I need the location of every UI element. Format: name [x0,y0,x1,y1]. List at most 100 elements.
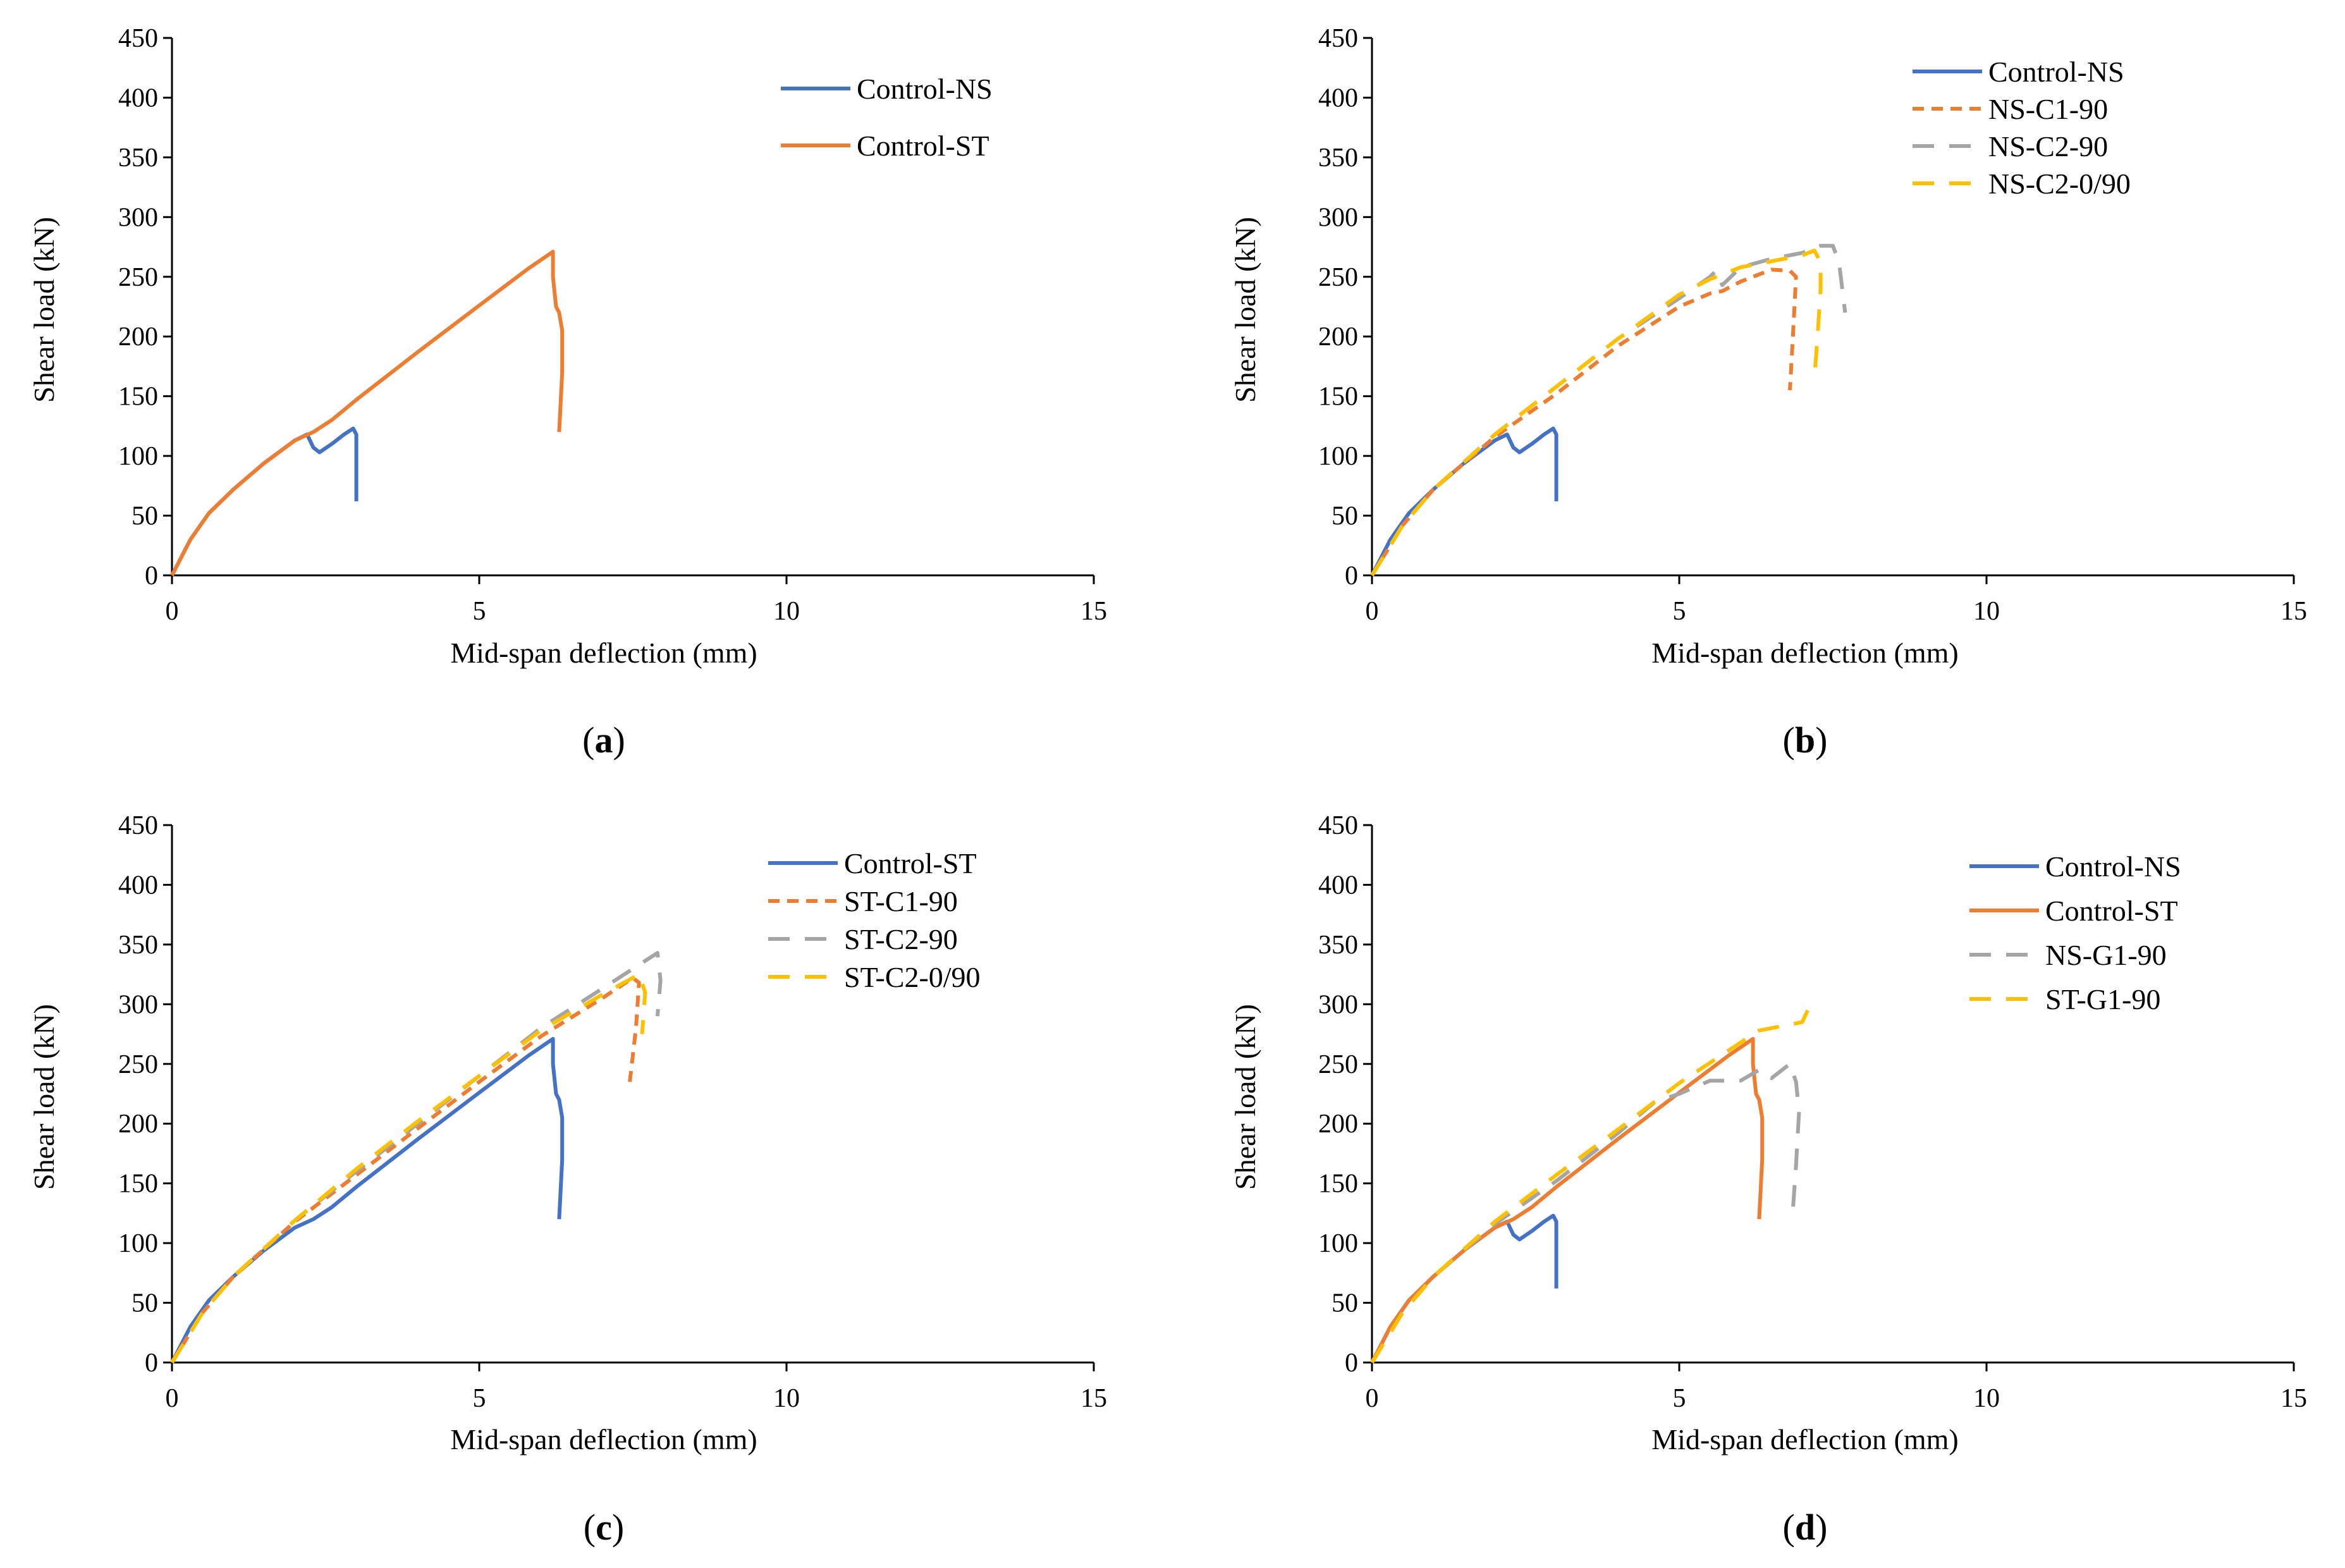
x-tick-label: 0 [1366,1384,1379,1413]
y-tick-label: 400 [118,83,158,113]
series-line-control-st [170,1037,565,1364]
panel-c-ylabel: Shear load (kN) [28,1004,60,1190]
y-tick-label: 100 [1318,442,1358,471]
x-tick-label: 5 [1673,1384,1686,1413]
y-tick-label: 300 [118,203,158,232]
y-tick-label: 250 [118,263,158,292]
legend-label: Control-ST [2045,895,2178,927]
y-tick-label: 0 [1345,1349,1358,1378]
legend-label: NS-C2-90 [1988,130,2108,162]
y-tick-label: 400 [1318,871,1358,900]
legend-label: Control-NS [1988,56,2124,88]
legend-label: Control-NS [2045,850,2181,883]
x-tick-label: 10 [773,597,800,626]
panel-a-ylabel: Shear load (kN) [28,217,60,403]
x-tick-label: 15 [2281,597,2307,626]
x-tick-label: 5 [473,1384,486,1413]
panel-d-xlabel: Mid-span deflection (mm) [1651,1423,1958,1455]
series-line-ns-g1-90 [1370,1062,1801,1364]
x-tick-label: 5 [473,597,486,626]
series-line-st-c2-90 [170,951,663,1364]
panel-b: 0 50 100 150 200 250 300 350 400 450 0 5 10 15 Contro… [1229,24,2307,761]
y-tick-label: 350 [118,931,158,960]
legend-label: ST-C1-90 [844,885,958,917]
series-line-ns-c1-90 [1370,267,1798,577]
y-tick-label: 200 [1318,1110,1358,1139]
y-tick-label: 150 [118,1170,158,1199]
x-tick-label: 10 [1973,597,2000,626]
y-tick-label: 400 [118,871,158,900]
y-tick-label: 200 [118,322,158,352]
x-tick-label: 10 [1973,1384,2000,1413]
y-tick-label: 300 [1318,203,1358,232]
x-tick-label: 0 [166,1384,179,1413]
panel-a-plot: 0 50 100 150 200 250 300 350 400 450 0 5 10 15 [118,24,1107,626]
panel-d-plot: 0 50 100 150 200 250 300 350 400 450 0 5 10 15 [1318,811,2307,1413]
y-tick-label: 350 [1318,931,1358,960]
x-tick-label: 0 [1366,597,1379,626]
legend-label: NS-C2-0/90 [1988,168,2131,200]
panel-b-caption-letter: b [1795,720,1815,761]
series-line-ns-c2-90 [1370,243,1847,577]
y-tick-label: 100 [1318,1229,1358,1258]
y-tick-label: 150 [118,383,158,412]
panel-d-caption-letter: d [1795,1507,1815,1548]
panel-d-caption: (d) [1783,1507,1828,1548]
y-tick-label: 100 [118,442,158,471]
x-tick-label: 0 [166,597,179,626]
y-tick-label: 50 [132,1289,158,1318]
y-tick-label: 250 [1318,1050,1358,1079]
x-tick-label: 10 [773,1384,800,1413]
y-tick-label: 250 [1318,263,1358,292]
panel-c: 0 50 100 150 200 250 300 350 400 450 0 5 10 15 Contro… [28,811,1107,1548]
series-line-st-g1-90 [1370,995,1813,1364]
y-tick-label: 50 [1332,502,1358,531]
panel-c-plot: 0 50 100 150 200 250 300 350 400 450 0 5 10 15 [118,811,1107,1413]
y-tick-label: 400 [1318,83,1358,113]
panel-c-caption-letter: c [596,1507,612,1548]
series-line-ns-c2-0-90 [1370,248,1823,577]
panel-b-ylabel: Shear load (kN) [1229,217,1261,403]
series-line-control-st [1370,1037,1765,1364]
x-tick-label: 5 [1673,597,1686,626]
panel-a-xlabel: Mid-span deflection (mm) [450,637,757,669]
y-tick-label: 0 [145,1349,158,1378]
panel-c-caption: (c) [584,1507,624,1548]
panel-b-plot: 0 50 100 150 200 250 300 350 400 450 0 5 10 15 [1318,24,2307,626]
legend-label: Control-ST [844,847,977,879]
x-tick-label: 15 [2281,1384,2307,1413]
y-tick-label: 450 [1318,24,1358,53]
y-tick-label: 250 [118,1050,158,1079]
y-tick-label: 100 [118,1229,158,1258]
series-line-control-ns [1370,1213,1558,1364]
y-tick-label: 150 [1318,383,1358,412]
y-tick-label: 200 [1318,322,1358,352]
panel-a-caption: (a) [582,720,625,761]
y-tick-label: 450 [1318,811,1358,840]
panel-c-xlabel: Mid-span deflection (mm) [450,1423,757,1455]
y-tick-label: 450 [118,811,158,840]
legend-label: NS-C1-90 [1988,93,2108,125]
y-tick-label: 200 [118,1110,158,1139]
y-tick-label: 300 [118,990,158,1019]
legend-label: Control-ST [857,130,989,162]
panel-b-legend: Control-NS NS-C1-90 NS-C2-90 NS-C2-0/90 [1913,56,2131,200]
series-line-control-ns [1370,426,1558,577]
panel-d-legend: Control-NS Control-ST NS-G1-90 ST-G1-90 [1969,850,2181,1015]
panel-a-caption-letter: a [595,720,613,761]
x-tick-label: 15 [1081,1384,1107,1413]
y-tick-label: 50 [1332,1289,1358,1318]
series-line-control-st [170,250,565,577]
y-tick-label: 0 [145,561,158,591]
y-tick-label: 300 [1318,990,1358,1019]
legend-label: ST-G1-90 [2045,983,2160,1015]
panel-a: 0 50 100 150 200 250 300 350 400 450 0 5 10 15 Contro… [28,24,1107,761]
y-tick-label: 350 [1318,144,1358,173]
series-line-st-c2-0-90 [170,972,647,1364]
panel-d-ylabel: Shear load (kN) [1229,1004,1261,1190]
series-line-control-ns [170,426,358,577]
x-tick-label: 15 [1081,597,1107,626]
panel-a-legend: Control-NS Control-ST [781,73,993,162]
series-line-st-c1-90 [170,976,641,1364]
